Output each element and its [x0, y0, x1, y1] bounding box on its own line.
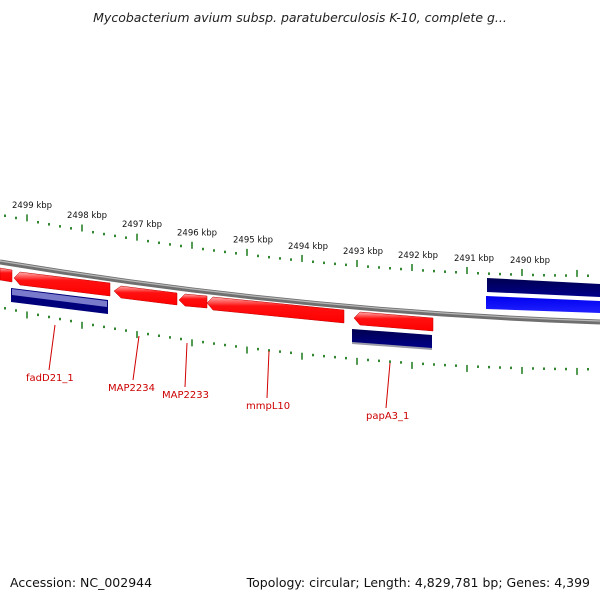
- kbp-label-group: 2499 kbp 2498 kbp 2497 kbp 2496 kbp 2495 kbp…: [12, 201, 550, 266]
- kbp-label: 2494 kbp: [288, 242, 328, 252]
- kbp-label: 2497 kbp: [122, 220, 162, 230]
- map-title: Mycobacterium avium subsp. paratuberculo…: [93, 10, 507, 25]
- gene-feature[interactable]: [0, 267, 13, 283]
- gene-feature[interactable]: [113, 285, 178, 306]
- kbp-label: 2491 kbp: [454, 254, 494, 264]
- kbp-label: 2499 kbp: [12, 201, 52, 211]
- kbp-label: 2493 kbp: [343, 247, 383, 257]
- forward-strand-genes: [0, 267, 434, 332]
- gene-labels: fadD21_1 MAP2234 MAP2233 mmpL10 papA3_1: [26, 373, 409, 422]
- gene-feature[interactable]: [13, 271, 111, 297]
- gene-feature[interactable]: [486, 296, 600, 313]
- genome-backbone: [0, 259, 600, 325]
- kbp-label: 2495 kbp: [233, 236, 273, 246]
- kbp-label: 2498 kbp: [67, 211, 107, 221]
- gene-label-mmpL10[interactable]: mmpL10: [246, 401, 290, 412]
- gene-label-papA3_1[interactable]: papA3_1: [366, 411, 409, 422]
- reverse-strand-genes: [11, 278, 600, 350]
- gene-feature-highlight: [12, 289, 107, 307]
- genome-summary-text: Topology: circular; Length: 4,829,781 bp…: [246, 575, 590, 590]
- gene-feature[interactable]: [178, 293, 208, 309]
- kbp-label: 2496 kbp: [177, 228, 217, 238]
- accession-text: Accession: NC_002944: [10, 575, 153, 590]
- gene-feature-highlight: [352, 342, 432, 350]
- genome-backbone-highlight: [0, 260, 600, 322]
- gene-label-MAP2233[interactable]: MAP2233: [162, 390, 209, 401]
- kbp-label: 2492 kbp: [398, 251, 438, 261]
- gene-label-leaders: [48, 324, 391, 409]
- gene-label-fadD21_1[interactable]: fadD21_1: [26, 373, 74, 384]
- outer-tick-ruler: [4, 214, 589, 277]
- inner-tick-ruler: [4, 307, 589, 375]
- gene-feature[interactable]: [353, 311, 434, 332]
- kbp-label: 2490 kbp: [510, 256, 550, 266]
- gene-feature[interactable]: [206, 296, 345, 324]
- gene-feature[interactable]: [487, 278, 600, 297]
- gene-label-MAP2234[interactable]: MAP2234: [108, 383, 155, 394]
